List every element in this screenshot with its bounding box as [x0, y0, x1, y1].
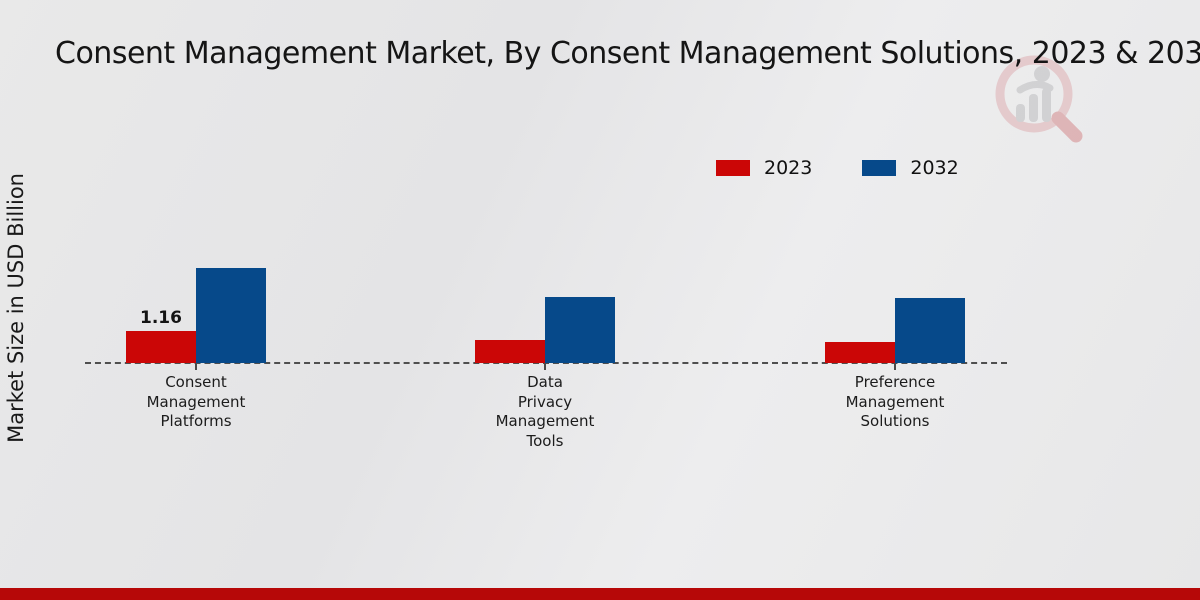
footer-accent-bar	[0, 588, 1200, 600]
legend-item-2032: 2032	[862, 157, 959, 179]
category-label-preference-management-solutions: Preference Management Solutions	[805, 373, 985, 432]
market-research-watermark-logo	[995, 55, 1083, 143]
x-axis-tick-data-privacy-management-tools	[544, 363, 546, 370]
bar-2023-consent-management-platforms	[126, 331, 196, 363]
category-label-data-privacy-management-tools: Data Privacy Management Tools	[455, 373, 635, 451]
x-axis-tick-preference-management-solutions	[894, 363, 896, 370]
category-label-line: Preference	[854, 373, 936, 391]
data-label-2023: 1.16	[140, 308, 182, 328]
legend-swatch-2032	[862, 160, 897, 176]
category-label-line: Consent	[165, 373, 227, 391]
category-label-line: Management	[146, 392, 246, 411]
category-label-line: Management	[845, 392, 945, 411]
legend: 2023 2032	[716, 157, 959, 179]
category-label-line: Privacy	[517, 392, 573, 411]
category-label-consent-management-platforms: Consent Management Platforms	[106, 373, 286, 432]
legend-label-2032: 2032	[910, 157, 959, 179]
category-label-line: Data	[527, 373, 563, 391]
bar-2032-data-privacy-management-tools	[545, 297, 615, 363]
legend-item-2023: 2023	[716, 157, 812, 179]
category-label-line: Solutions	[860, 412, 930, 430]
chart-title: Consent Management Market, By Consent Ma…	[55, 36, 1200, 71]
category-label-line: Management	[495, 412, 595, 430]
x-axis-tick-consent-management-platforms	[195, 363, 197, 370]
bar-2032-consent-management-platforms	[196, 268, 266, 363]
category-label-line: Platforms	[160, 412, 232, 430]
x-axis-baseline	[85, 362, 1007, 364]
bar-2023-data-privacy-management-tools	[475, 340, 545, 363]
bar-2032-preference-management-solutions	[895, 298, 965, 363]
category-label-line: Tools	[526, 431, 564, 450]
bar-2023-preference-management-solutions	[825, 342, 895, 363]
legend-label-2023: 2023	[764, 157, 813, 179]
legend-swatch-2023	[716, 160, 750, 176]
